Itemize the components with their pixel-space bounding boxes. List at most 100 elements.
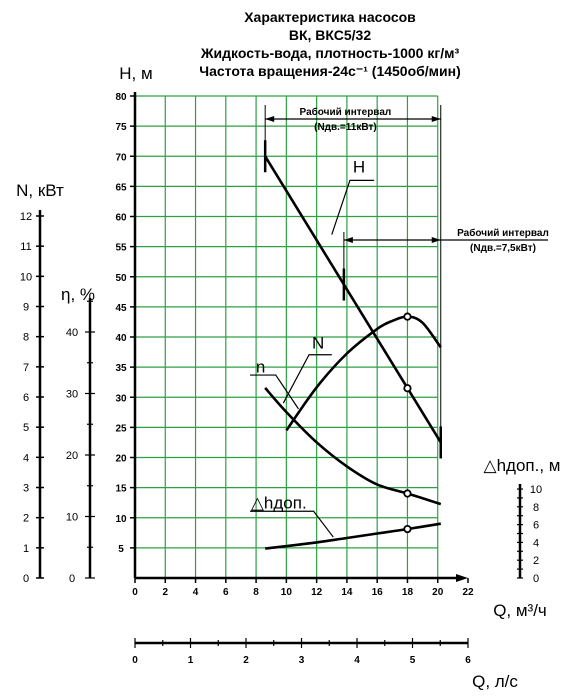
qls-tick-label: 3 <box>299 655 305 666</box>
dh-curve <box>265 522 442 550</box>
interval-11kw-arrowhead-left <box>265 116 275 122</box>
interval-11kw-motor-label: (Nдв.=11кВт) <box>314 122 377 133</box>
q-m3h-axis-title: Q, м³/ч <box>493 601 547 620</box>
dh-tick-label: 2 <box>533 555 539 567</box>
q-tick-label: 16 <box>372 587 384 598</box>
chart-title: Характеристика насосов ВК, ВКС5/32 Жидко… <box>199 9 461 79</box>
n-tick-label: 8 <box>23 332 29 344</box>
n-curve <box>264 387 442 506</box>
eta-tick-label: 0 <box>69 573 75 585</box>
dh-axis-title: △hдоп., м <box>484 456 561 475</box>
interval-75kw-motor-label: (Nдв.=7,5кВт) <box>470 243 536 254</box>
h-tick-label: 75 <box>115 122 127 133</box>
eta-axis-title: η, % <box>61 285 95 304</box>
qls-tick-label: 2 <box>243 655 249 666</box>
n-tick-label: 9 <box>23 302 29 314</box>
n-tick-label: 10 <box>20 271 32 283</box>
axis-labels: H, м N, кВт η, % △hдоп., м Q, м³/ч Q, л/с <box>16 64 560 691</box>
interval-11kw-label: Рабочий интервал <box>300 106 392 118</box>
eta-tick-label: 10 <box>66 512 78 524</box>
n-tick-label: 5 <box>23 422 29 434</box>
h-tick-label: 40 <box>115 333 127 344</box>
h-tick-label: 35 <box>115 363 127 374</box>
h-curve-label: H <box>353 158 365 177</box>
q-axis-arrow <box>456 574 468 582</box>
q-tick-label: 14 <box>341 587 353 598</box>
dh-tick-label: 6 <box>533 520 539 532</box>
eta-label-leader <box>250 374 299 410</box>
h-tick-label: 5 <box>118 544 124 555</box>
interval-75kw-label: Рабочий интервал <box>457 227 549 239</box>
h-tick-label: 60 <box>115 213 127 224</box>
h-tick-label: 45 <box>115 303 127 314</box>
eta-curve <box>285 315 442 432</box>
h-label-leader <box>331 179 375 235</box>
qls-tick-label: 4 <box>354 655 360 666</box>
q-tick-label: 22 <box>462 587 474 598</box>
h-tick-label: 10 <box>115 514 127 525</box>
h-tick-label: 65 <box>115 182 127 193</box>
dh-tick-label: 8 <box>533 502 539 514</box>
q-tick-label: 6 <box>223 587 229 598</box>
title-line-1: Характеристика насосов <box>244 9 416 25</box>
interval-75kw-arrowhead-right <box>431 237 441 243</box>
q-tick-label: 2 <box>162 587 168 598</box>
duty-point-marker <box>403 312 412 321</box>
eta-tick-label: 20 <box>66 450 78 462</box>
qls-tick-label: 1 <box>188 655 194 666</box>
h-tick-label: 20 <box>115 454 127 465</box>
duty-point-marker <box>403 489 412 498</box>
curves: H Nn △hдоп. <box>250 155 442 550</box>
eta-tick-label: 30 <box>66 389 78 401</box>
q-tick-label: 18 <box>402 587 414 598</box>
q-tick-label: 0 <box>132 587 138 598</box>
h-tick-label: 70 <box>115 152 127 163</box>
dh-tick-label: 0 <box>533 573 539 585</box>
n-tick-label: 1 <box>23 543 29 555</box>
dh-tick-label: 10 <box>530 484 542 496</box>
n-axis-title: N, кВт <box>16 181 64 200</box>
duty-point-marker <box>403 384 412 393</box>
eta-tick-label: 40 <box>66 327 78 339</box>
title-line-4: Частота вращения-24с⁻¹ (1450об/мин) <box>199 63 461 79</box>
h-tick-label: 25 <box>115 423 127 434</box>
q-tick-label: 10 <box>281 587 293 598</box>
h-tick-label: 50 <box>115 273 127 284</box>
n-curve-label: N <box>312 334 324 353</box>
q-ls-axis-title: Q, л/с <box>472 672 518 691</box>
duty-point-marker <box>403 524 412 534</box>
working-intervals: Рабочий интервал (Nдв.=11кВт) Рабочий инте… <box>263 105 549 459</box>
h-tick-label: 30 <box>115 393 127 404</box>
interval-11kw-arrowhead-right <box>431 116 441 122</box>
q-tick-label: 20 <box>432 587 444 598</box>
n-tick-label: 3 <box>23 483 29 495</box>
n-tick-label: 2 <box>23 513 29 525</box>
q-tick-label: 4 <box>193 587 199 598</box>
dh-tick-label: 4 <box>533 537 539 549</box>
qls-tick-label: 5 <box>410 655 416 666</box>
n-tick-label: 4 <box>23 452 29 464</box>
h-curve <box>264 155 442 444</box>
n-label-leader <box>282 354 332 404</box>
n-tick-label: 11 <box>20 241 31 253</box>
h-tick-label: 80 <box>115 92 127 103</box>
dh-curve-label: △hдоп. <box>251 494 307 513</box>
grid <box>135 95 439 578</box>
title-line-2: ВК, ВКС5/32 <box>289 27 371 43</box>
n-tick-label: 0 <box>23 573 29 585</box>
h-axis-title: H, м <box>119 64 152 83</box>
h-tick-label: 55 <box>115 243 127 254</box>
dh-label-leader <box>250 510 334 538</box>
title-line-3: Жидкость-вода, плотность-1000 кг/м³ <box>200 45 460 61</box>
qls-tick-label: 6 <box>465 655 471 666</box>
h-tick-label: 15 <box>115 484 127 495</box>
n-tick-label: 7 <box>23 362 29 374</box>
eta-curve-label: n <box>256 358 265 377</box>
q-tick-label: 12 <box>311 587 323 598</box>
qls-tick-label: 0 <box>132 655 138 666</box>
interval-75kw-arrowhead-left <box>343 237 353 243</box>
n-tick-label: 12 <box>20 211 32 223</box>
n-tick-label: 6 <box>23 392 29 404</box>
